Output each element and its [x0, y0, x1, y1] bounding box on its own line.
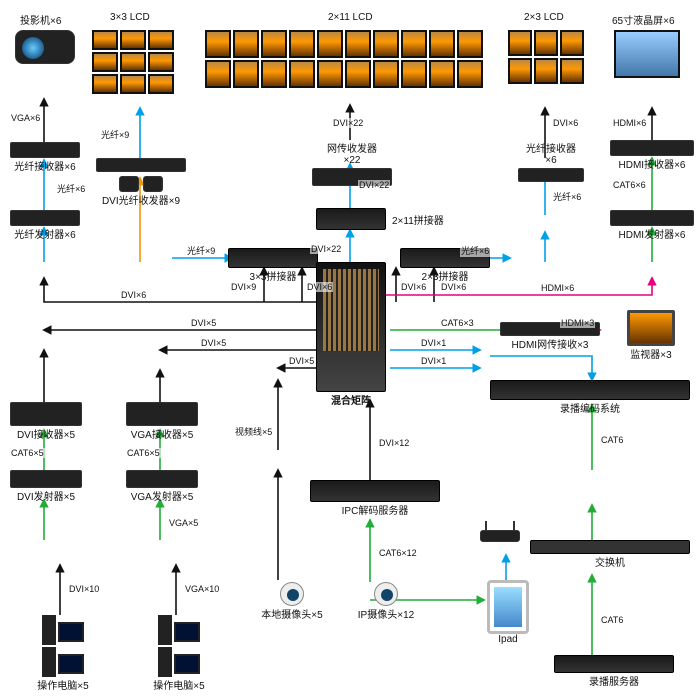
- fiber-rx6: 光纤接收器×6: [10, 142, 80, 173]
- fiber-tx6: 光纤发射器×6: [10, 210, 80, 241]
- edge-label: DVI×6: [400, 282, 427, 292]
- edge-label: DVI×5: [200, 338, 227, 348]
- switch: 交换机: [530, 540, 690, 569]
- ip-cam12: IP摄像头×12: [346, 582, 426, 621]
- ipad: Ipad: [480, 580, 536, 645]
- edge-label: HDMI×6: [540, 283, 575, 293]
- edge-label: HDMI×6: [612, 118, 647, 128]
- edge-label: DVI×9: [230, 282, 257, 292]
- edge-label: 视频线×5: [234, 425, 273, 438]
- lcd211-icon: [205, 30, 495, 88]
- edge-label: DVI×12: [378, 438, 410, 448]
- projector-icon: [10, 30, 80, 80]
- op-pc5a: 操作电脑×5: [20, 615, 106, 692]
- edge-label: DVI×5: [288, 356, 315, 366]
- edge-label: DVI×6: [552, 118, 579, 128]
- splicer33: 3×3拼接器: [228, 248, 318, 283]
- hdmi-tx6: HDMI发射器×6: [610, 210, 694, 241]
- edge-label: 光纤×6: [56, 182, 86, 195]
- edge-label: DVI×6: [120, 290, 147, 300]
- edge-label: HDMI×3: [560, 318, 595, 328]
- header-lcd65: 65寸液晶屏×6: [612, 12, 675, 27]
- edge-label: 光纤×6: [552, 190, 582, 203]
- edge-label: DVI×22: [332, 118, 364, 128]
- dvi-tx5: DVI发射器×5: [10, 470, 82, 503]
- edge-label: DVI×10: [68, 584, 100, 594]
- edge-label: DVI×22: [358, 180, 390, 190]
- edge-label: DVI×6: [306, 282, 333, 292]
- fiber-rx6-r: 光纤接收器 ×6: [518, 140, 584, 182]
- header-lcd211: 2×11 LCD: [328, 12, 373, 23]
- ipc-decode: IPC解码服务器: [310, 480, 440, 517]
- splicer211: 2×11拼接器: [316, 208, 476, 230]
- vga-tx5: VGA发射器×5: [126, 470, 198, 503]
- header-lcd33: 3×3 LCD: [110, 12, 150, 23]
- lcd23-icon: [508, 30, 588, 84]
- rec-encode-sys: 录播编码系统: [490, 380, 690, 415]
- rec-server: 录播服务器: [554, 655, 674, 688]
- local-cam5: 本地摄像头×5: [252, 582, 332, 621]
- header-lcd23: 2×3 LCD: [524, 12, 564, 23]
- wifi-router-icon: [480, 530, 520, 542]
- edge-label: DVI×1: [420, 356, 447, 366]
- edge-label: CAT6×5: [126, 448, 161, 458]
- edge-label: CAT6×12: [378, 548, 418, 558]
- hdmi-rx6: HDMI接收器×6: [610, 140, 694, 171]
- edge-label: DVI×6: [440, 282, 467, 292]
- edge-label: DVI×5: [190, 318, 217, 328]
- edge-label: CAT6×6: [612, 180, 647, 190]
- header-projector: 投影机×6: [20, 12, 61, 27]
- edge-label: DVI×22: [310, 244, 342, 254]
- lcd33-icon: [92, 30, 182, 94]
- edge-label: CAT6×3: [440, 318, 475, 328]
- lcd65-icon: [614, 30, 684, 78]
- edge-label: CAT6: [600, 435, 624, 445]
- edge-label: VGA×5: [168, 518, 199, 528]
- op-pc5b: 操作电脑×5: [136, 615, 222, 692]
- edge-label: VGA×10: [184, 584, 220, 594]
- edge-label: CAT6×5: [10, 448, 45, 458]
- edge-label: CAT6: [600, 615, 624, 625]
- edge-label: 光纤×6: [460, 244, 490, 257]
- dvi-fiber-txrx9: DVI光纤收发器×9: [96, 158, 186, 207]
- monitor3: 监视器×3: [616, 310, 686, 361]
- edge-label: VGA×6: [10, 113, 41, 123]
- edge-label: DVI×1: [420, 338, 447, 348]
- edge-label: 光纤×9: [100, 128, 130, 141]
- vga-rx5: VGA接收器×5: [126, 402, 198, 441]
- dvi-rx5: DVI接收器×5: [10, 402, 82, 441]
- edge-label: 光纤×9: [186, 244, 216, 257]
